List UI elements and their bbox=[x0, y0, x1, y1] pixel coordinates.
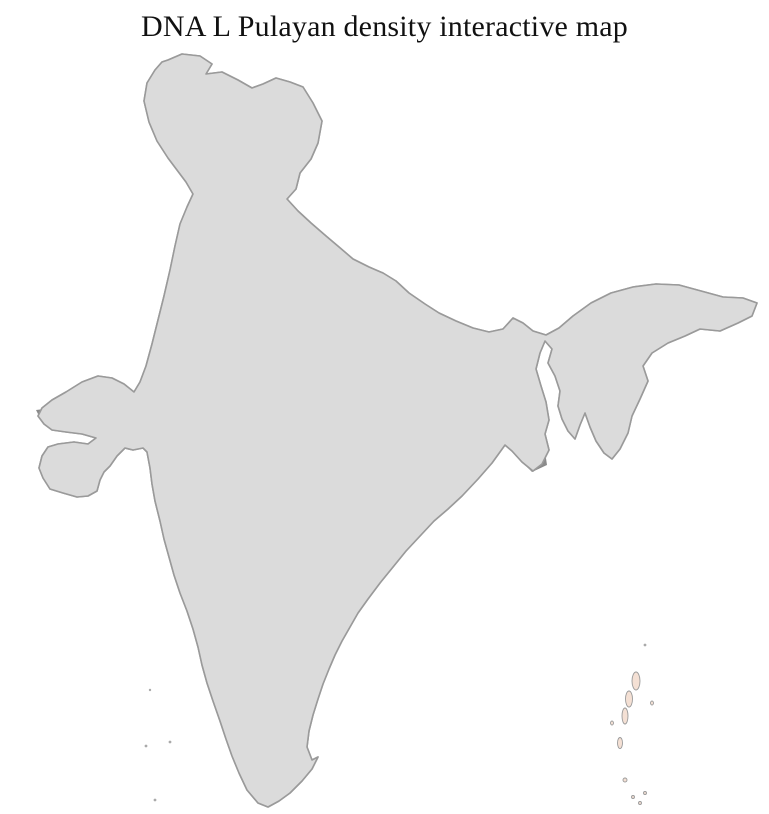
lakshadweep-islands bbox=[144, 643, 647, 802]
page-title: DNA L Pulayan density interactive map bbox=[140, 10, 628, 43]
andaman-islands[interactable] bbox=[610, 671, 654, 805]
coastline bbox=[37, 53, 758, 808]
